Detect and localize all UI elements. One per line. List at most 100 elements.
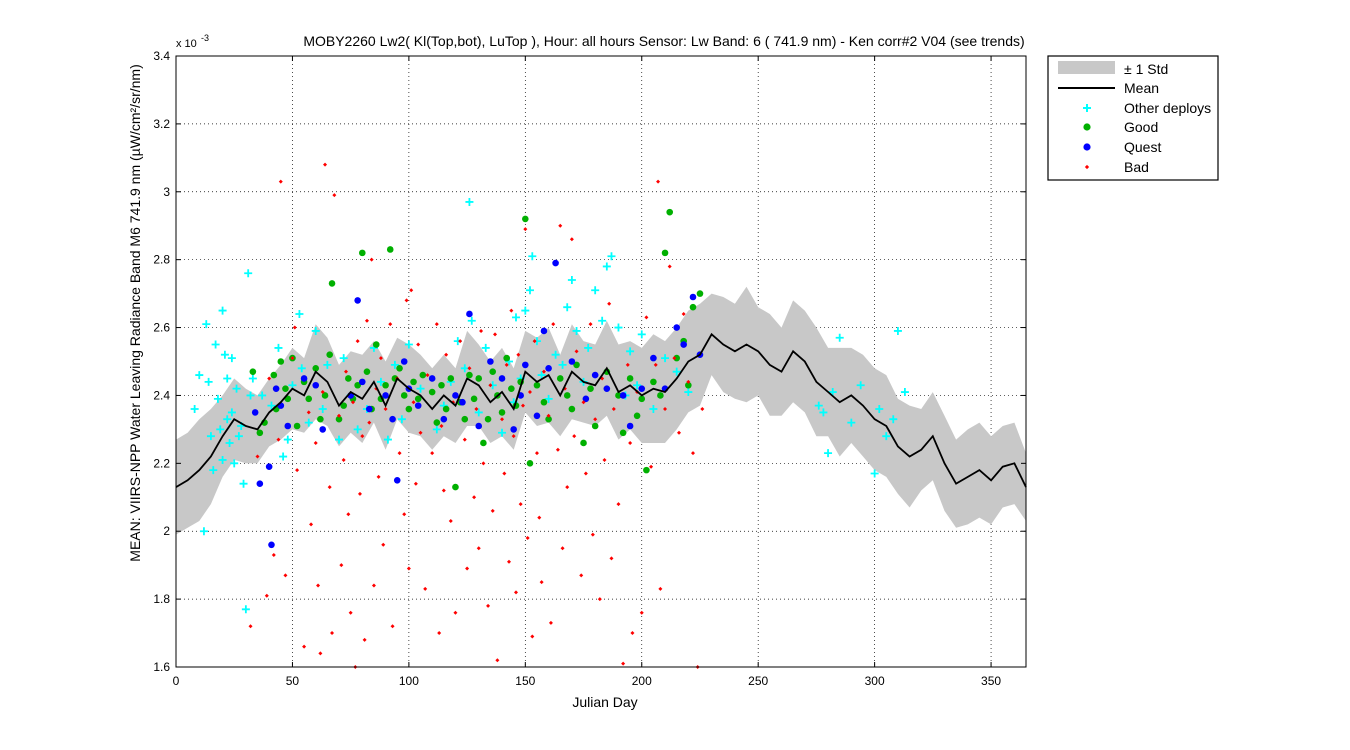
bad-point	[462, 437, 467, 442]
bad-point	[404, 298, 409, 303]
bad-point	[644, 315, 649, 320]
other-deploy-point	[607, 252, 616, 261]
bad-point	[437, 631, 442, 636]
other-deploy-point	[828, 388, 837, 397]
other-deploy-point	[856, 381, 865, 390]
bad-point	[327, 485, 332, 490]
bad-point	[590, 532, 595, 537]
bad-point	[444, 352, 449, 357]
bad-point	[453, 610, 458, 615]
other-deploy-point	[465, 197, 474, 206]
good-point	[340, 402, 347, 409]
good-point	[372, 341, 380, 348]
points-layer	[190, 162, 909, 669]
quest-point	[354, 297, 361, 304]
other-deploy-point	[204, 377, 213, 386]
bad-point	[507, 559, 512, 564]
bad-point	[378, 356, 383, 361]
other-deploy-point	[626, 347, 635, 356]
good-point	[326, 351, 333, 359]
bad-point	[560, 546, 565, 551]
bad-point	[271, 552, 276, 557]
bad-point	[278, 179, 283, 184]
x-tick-label: 150	[515, 674, 535, 688]
good-point	[466, 371, 473, 379]
good-point	[661, 249, 669, 257]
bad-point	[546, 413, 551, 418]
good-point	[638, 395, 646, 403]
good-point	[442, 405, 450, 413]
other-deploy-point	[591, 286, 600, 295]
quest-point	[440, 415, 448, 423]
bad-point	[302, 644, 307, 649]
other-deploy-point	[323, 360, 332, 369]
bad-point	[255, 454, 260, 459]
quest-point	[626, 422, 634, 430]
bad-point	[572, 434, 577, 439]
bad-point	[677, 430, 682, 435]
good-point	[312, 364, 320, 372]
other-deploy-point	[383, 435, 392, 444]
good-point	[556, 375, 564, 382]
good-point	[568, 405, 576, 413]
bad-point	[369, 257, 374, 262]
bad-point	[306, 410, 311, 415]
bad-point	[493, 332, 498, 337]
quest-point	[545, 364, 552, 372]
bad-point	[416, 342, 421, 347]
x-tick-label: 100	[399, 674, 419, 688]
bad-point	[339, 563, 344, 568]
other-deploy-point	[353, 425, 362, 434]
other-deploy-point	[889, 415, 898, 424]
good-point	[619, 429, 627, 437]
quest-point	[389, 415, 396, 423]
other-deploy-point	[227, 354, 236, 363]
quest-point	[619, 392, 627, 399]
legend-quest-label: Quest	[1124, 139, 1161, 155]
bad-point	[406, 566, 411, 571]
bad-point	[313, 440, 318, 445]
bad-point	[346, 512, 351, 517]
bad-point	[504, 362, 509, 367]
quest-point	[568, 358, 576, 365]
quest-point	[393, 477, 401, 484]
other-deploy-point	[304, 418, 313, 427]
good-point	[522, 215, 529, 223]
legend-other-label: Other deploys	[1124, 100, 1211, 116]
y-tick-label: 2.4	[153, 388, 170, 402]
other-deploy-point	[297, 364, 306, 373]
bad-point	[527, 390, 532, 395]
quest-point	[689, 293, 697, 301]
bad-point	[430, 451, 435, 456]
bad-point	[548, 620, 553, 625]
quest-point	[319, 426, 327, 433]
bad-point	[518, 502, 523, 507]
good-point	[484, 415, 492, 423]
good-point	[293, 422, 301, 430]
x-tick-label: 200	[632, 674, 652, 688]
quest-point	[256, 480, 264, 488]
bad-point	[337, 413, 342, 418]
bad-point	[381, 542, 386, 547]
other-deploy-point	[230, 459, 239, 468]
bad-point	[686, 379, 691, 384]
bad-point	[248, 624, 253, 629]
good-point	[650, 378, 657, 386]
quest-point	[498, 375, 506, 382]
bad-point	[658, 586, 663, 591]
bad-point	[495, 658, 500, 663]
bad-point	[532, 339, 537, 344]
quest-point	[365, 405, 373, 413]
bad-point	[656, 179, 661, 184]
other-deploy-point	[498, 428, 507, 437]
good-point	[438, 381, 445, 389]
std-band-layer	[176, 286, 1026, 535]
bad-point	[534, 451, 539, 456]
other-deploy-point	[537, 371, 546, 380]
good-point	[359, 249, 366, 257]
y-exponent-label: x 10	[176, 38, 197, 50]
bad-point	[439, 423, 444, 428]
other-deploy-point	[246, 391, 255, 400]
bad-point	[413, 481, 418, 486]
